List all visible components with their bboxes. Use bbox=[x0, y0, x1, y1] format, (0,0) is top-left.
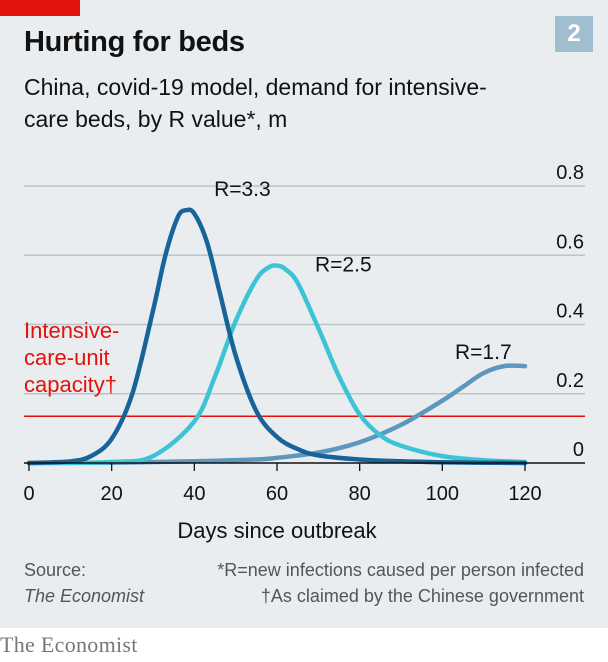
chart-title: Hurting for beds bbox=[24, 26, 245, 58]
capacity-label: capacity† bbox=[24, 372, 117, 397]
publisher-logo: The Economist bbox=[0, 632, 138, 657]
x-tick-label: 20 bbox=[101, 483, 123, 505]
series-line-r-25 bbox=[26, 263, 528, 466]
series-label: R=1.7 bbox=[455, 341, 512, 364]
series-line-r-33 bbox=[26, 207, 528, 466]
red-tag bbox=[0, 0, 80, 16]
y-tick-label: 0 bbox=[573, 439, 584, 461]
y-tick-label: 0.4 bbox=[556, 301, 584, 323]
y-tick-label: 0.8 bbox=[556, 162, 584, 184]
chart-subtitle: China, covid-19 model, demand for intens… bbox=[24, 74, 487, 132]
series-line-r-17 bbox=[26, 363, 528, 466]
footnote-r: *R=new infections caused per person infe… bbox=[217, 560, 584, 580]
x-tick-label: 40 bbox=[183, 483, 205, 505]
capacity-label: care-unit bbox=[24, 345, 110, 370]
capacity-label: Intensive- bbox=[24, 318, 119, 343]
x-tick-label: 60 bbox=[266, 483, 288, 505]
source-note: Source: The Economist bbox=[24, 557, 144, 609]
x-tick-label: 120 bbox=[508, 483, 541, 505]
source-label: Source: bbox=[24, 560, 87, 580]
y-tick-label: 0.2 bbox=[556, 370, 584, 392]
series-label: R=3.3 bbox=[214, 178, 271, 201]
x-axis-title: Days since outbreak bbox=[177, 518, 377, 543]
gridlines bbox=[24, 185, 585, 395]
source-name: The Economist bbox=[24, 586, 145, 606]
chart-card bbox=[0, 0, 608, 628]
chart-number-badge: 2 bbox=[555, 16, 593, 52]
x-tick-label: 100 bbox=[426, 483, 459, 505]
x-tick-label: 80 bbox=[349, 483, 371, 505]
footnote-capacity: †As claimed by the Chinese government bbox=[260, 586, 584, 606]
x-tick-label: 0 bbox=[23, 483, 34, 505]
axes: 0 0.2 0.4 0.6 0.8 0 20 40 60 80 100 120 Days since o… bbox=[23, 162, 585, 543]
series-lines: R=3.3 R=2.5 R=1.7 bbox=[26, 178, 528, 466]
footnotes: *R=new infections caused per person infe… bbox=[217, 557, 584, 609]
series-label: R=2.5 bbox=[315, 254, 372, 277]
y-tick-label: 0.6 bbox=[556, 231, 584, 253]
